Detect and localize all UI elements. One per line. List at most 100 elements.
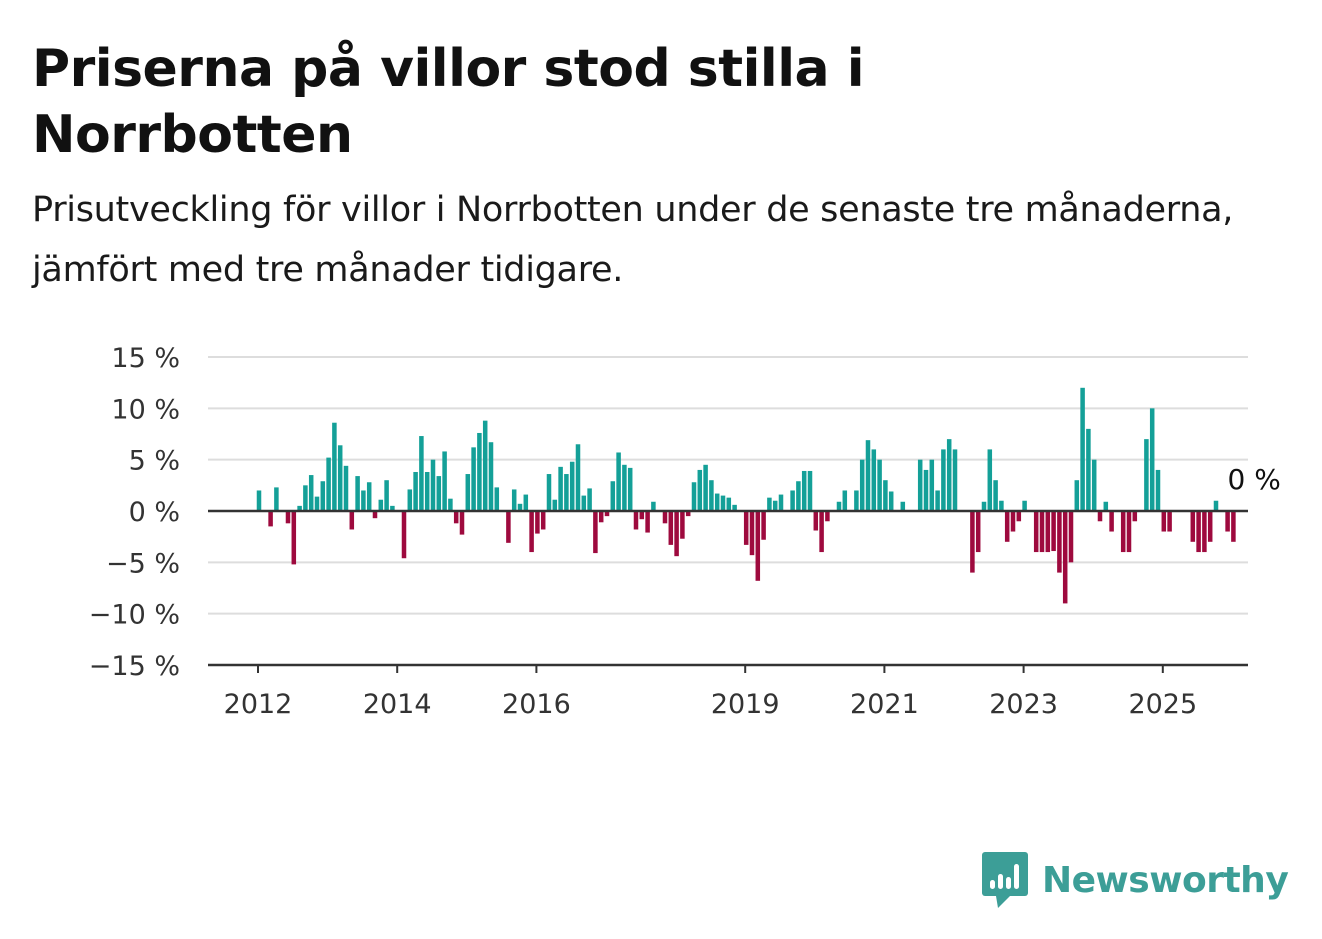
bar [732, 504, 737, 511]
bar [604, 511, 610, 517]
x-tick-label: 2014 [363, 689, 432, 720]
bar [558, 466, 563, 511]
bar [1080, 387, 1085, 511]
bar [424, 471, 430, 511]
bar [477, 432, 482, 511]
bar [877, 459, 882, 511]
bar [564, 474, 569, 511]
bar [1155, 469, 1161, 511]
bar [761, 511, 766, 540]
bar [813, 511, 819, 531]
bar [836, 501, 842, 511]
bar [1231, 511, 1236, 542]
grid-lines [208, 356, 1248, 615]
bar [1051, 511, 1056, 552]
bar [975, 511, 981, 553]
bar [552, 499, 558, 511]
bar [546, 474, 552, 511]
bar [1132, 511, 1138, 522]
bar [598, 511, 604, 523]
bars [256, 387, 1236, 604]
bar [767, 497, 772, 511]
bar [569, 461, 575, 511]
bar [1196, 511, 1201, 553]
bar [755, 511, 761, 581]
bar [645, 511, 650, 533]
bar [622, 464, 627, 511]
bar [332, 422, 337, 511]
bar [511, 489, 517, 511]
bar [1062, 511, 1068, 604]
bar [308, 475, 314, 511]
bar [465, 474, 471, 511]
x-axis-labels: 2012 2014 2016 2019 2021 2023 2025 [224, 689, 1198, 720]
bar [413, 471, 418, 511]
bar [482, 420, 488, 511]
bar [1057, 511, 1062, 573]
bar [378, 499, 384, 511]
bar [459, 511, 465, 535]
x-tick-label: 2025 [1128, 689, 1197, 720]
bar [987, 449, 993, 511]
last-value-label: 0 % [1228, 463, 1281, 496]
bar [384, 480, 389, 511]
bar [935, 490, 940, 511]
bar [419, 436, 424, 511]
bar [436, 476, 442, 511]
bar [1120, 511, 1126, 553]
bar [807, 470, 813, 511]
y-tick-label: −5 % [106, 548, 180, 579]
y-axis-labels: 15 % 10 % 5 % 0 % −5 % −10 % −15 % [89, 343, 180, 682]
chart-subtitle: Prisutveckling för villor i Norrbotten u… [32, 190, 1234, 290]
bar [494, 487, 500, 511]
bar [790, 490, 795, 511]
bar [355, 476, 360, 511]
bar [888, 491, 894, 511]
axes [208, 509, 1248, 673]
bar [651, 501, 656, 511]
bar [668, 511, 674, 545]
y-tick-label: 15 % [111, 343, 180, 374]
bar [842, 490, 848, 511]
newsworthy-logo: Newsworthy [980, 850, 1289, 910]
bar [883, 480, 888, 511]
y-tick-label: 5 % [129, 446, 180, 477]
x-tick-label: 2016 [502, 689, 571, 720]
bar [517, 503, 523, 511]
bar [366, 482, 372, 511]
bar [900, 501, 906, 511]
bar [430, 459, 436, 511]
x-tick-label: 2021 [850, 689, 919, 720]
bar [1045, 511, 1051, 553]
bar-chart: 15 %10 %5 %0 %−5 %−10 %−15 % 2012 2014 201… [89, 343, 1281, 720]
bar [970, 511, 975, 573]
bar [616, 452, 621, 511]
bar [871, 449, 877, 511]
bar [662, 511, 668, 524]
bar [981, 501, 987, 511]
bar [581, 495, 587, 511]
bar [627, 467, 633, 511]
y-tick-label: 0 % [129, 497, 180, 528]
bar [697, 469, 703, 511]
bar [1010, 511, 1016, 532]
bar [1149, 408, 1155, 511]
bar [372, 511, 378, 519]
bar [999, 500, 1004, 511]
bar [285, 511, 291, 524]
bar [685, 511, 691, 517]
bar [1161, 511, 1167, 532]
bar [390, 505, 395, 511]
bar [337, 445, 343, 511]
bar [529, 511, 534, 553]
bar [453, 511, 459, 524]
bar [1022, 500, 1027, 511]
bar [593, 511, 598, 554]
bar [1225, 511, 1230, 532]
bar [575, 444, 581, 511]
bar [819, 511, 824, 553]
bar [680, 511, 685, 539]
bar [1213, 500, 1219, 511]
bar [1144, 439, 1149, 511]
bar [349, 511, 355, 530]
